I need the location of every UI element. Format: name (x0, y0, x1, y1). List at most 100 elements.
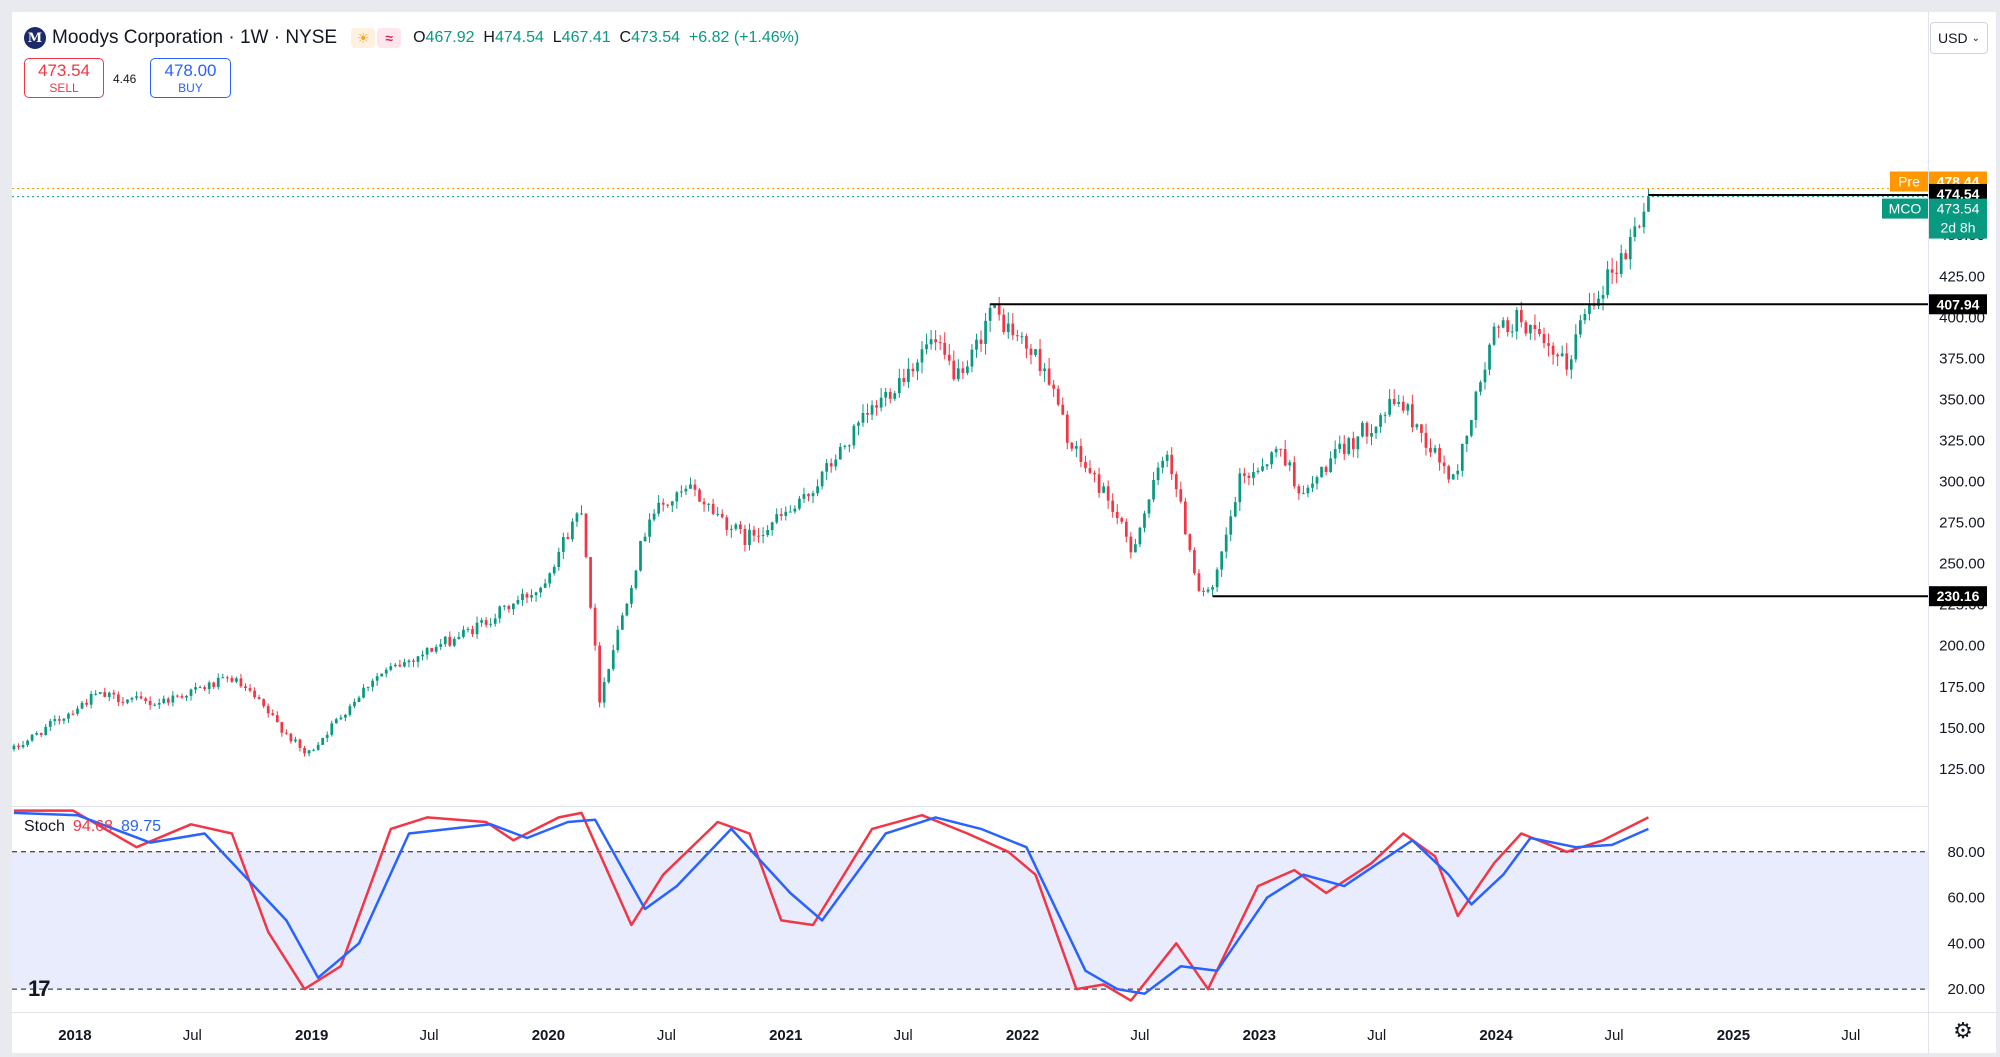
candle-body[interactable] (870, 405, 874, 415)
candle-body[interactable] (1161, 460, 1164, 468)
candle-body[interactable] (121, 701, 125, 703)
candle-body[interactable] (457, 636, 461, 639)
candle-body[interactable] (725, 517, 729, 530)
candle-body[interactable] (1506, 320, 1510, 333)
candle-body[interactable] (62, 718, 66, 721)
candle-body[interactable] (670, 501, 674, 506)
candle-body[interactable] (298, 739, 302, 748)
candle-body[interactable] (693, 484, 697, 490)
candle-body[interactable] (230, 678, 234, 682)
candle-body[interactable] (403, 662, 406, 667)
candle-body[interactable] (589, 557, 592, 608)
candle-body[interactable] (1397, 401, 1401, 404)
candle-body[interactable] (1519, 310, 1523, 323)
candle-body[interactable] (1252, 472, 1255, 478)
candle-body[interactable] (239, 678, 243, 687)
candle-body[interactable] (711, 503, 715, 515)
candle-body[interactable] (1134, 544, 1137, 553)
candle-body[interactable] (139, 696, 143, 699)
candle-body[interactable] (1447, 466, 1451, 480)
candle-body[interactable] (947, 354, 951, 361)
candle-body[interactable] (1224, 534, 1228, 552)
candle-body[interactable] (816, 486, 819, 494)
candle-body[interactable] (1147, 499, 1151, 514)
candle-body[interactable] (1029, 348, 1033, 355)
candle-body[interactable] (144, 698, 147, 701)
candle-body[interactable] (1538, 328, 1541, 335)
candle-body[interactable] (1111, 500, 1115, 512)
candle-body[interactable] (157, 702, 161, 705)
candle-body[interactable] (1115, 511, 1119, 519)
candle-body[interactable] (893, 393, 897, 399)
candle-body[interactable] (1183, 501, 1187, 535)
candle-body[interactable] (620, 615, 624, 630)
market-hours-icon[interactable]: ☀ (351, 28, 376, 48)
candle-body[interactable] (1088, 468, 1092, 473)
candle-body[interactable] (598, 645, 602, 703)
candle-body[interactable] (1565, 353, 1569, 370)
candle-body[interactable] (661, 502, 665, 505)
candle-body[interactable] (702, 501, 706, 505)
candle-body[interactable] (76, 708, 79, 714)
candle-body[interactable] (1261, 466, 1264, 471)
candle-body[interactable] (843, 445, 847, 447)
candle-body[interactable] (1510, 331, 1514, 333)
candle-body[interactable] (1156, 467, 1160, 481)
candle-body[interactable] (1270, 452, 1273, 465)
candle-body[interactable] (1392, 399, 1396, 404)
candle-body[interactable] (1479, 382, 1482, 392)
candle-body[interactable] (130, 697, 134, 700)
candle-body[interactable] (271, 713, 275, 716)
candle-body[interactable] (657, 502, 661, 514)
candle-body[interactable] (1401, 401, 1405, 411)
candle-body[interactable] (1297, 486, 1301, 494)
candle-body[interactable] (12, 745, 16, 750)
candle-body[interactable] (530, 595, 533, 598)
candle-body[interactable] (280, 722, 284, 733)
candle-body[interactable] (1202, 590, 1205, 592)
candle-body[interactable] (639, 540, 642, 571)
candle-body[interactable] (1338, 443, 1342, 450)
candle-body[interactable] (1256, 470, 1260, 473)
candle-body[interactable] (107, 692, 111, 697)
candle-body[interactable] (788, 511, 792, 513)
candle-body[interactable] (1206, 589, 1210, 592)
candle-body[interactable] (1279, 448, 1283, 450)
candle-body[interactable] (807, 494, 810, 497)
candle-body[interactable] (1642, 211, 1646, 228)
candle-body[interactable] (1347, 438, 1351, 454)
candle-body[interactable] (1524, 322, 1528, 334)
candle-body[interactable] (53, 719, 57, 722)
candle-body[interactable] (521, 593, 524, 600)
candle-body[interactable] (1578, 320, 1582, 335)
candle-body[interactable] (307, 750, 311, 754)
candle-body[interactable] (966, 366, 969, 373)
candle-body[interactable] (752, 529, 756, 536)
candle-body[interactable] (548, 573, 552, 584)
candle-body[interactable] (176, 695, 179, 697)
candle-body[interactable] (416, 656, 420, 662)
candle-body[interactable] (561, 537, 565, 552)
candle-body[interactable] (1306, 487, 1310, 494)
candle-body[interactable] (1420, 424, 1423, 433)
candle-body[interactable] (666, 504, 670, 506)
candle-body[interactable] (316, 744, 320, 750)
candle-body[interactable] (575, 513, 579, 522)
candle-body[interactable] (357, 697, 361, 702)
candle-body[interactable] (607, 669, 611, 683)
candle-body[interactable] (1011, 323, 1015, 336)
candle-body[interactable] (180, 696, 184, 698)
candle-body[interactable] (216, 677, 220, 687)
candle-body[interactable] (970, 349, 974, 367)
candle-body[interactable] (1193, 550, 1196, 574)
candle-body[interactable] (857, 422, 860, 426)
candle-body[interactable] (153, 704, 157, 706)
candle-body[interactable] (1302, 493, 1305, 495)
candle-body[interactable] (1020, 336, 1024, 338)
candle-body[interactable] (1474, 391, 1478, 420)
candle-body[interactable] (1220, 551, 1224, 570)
candle-body[interactable] (1610, 269, 1614, 273)
candle-body[interactable] (185, 695, 188, 698)
candle-body[interactable] (580, 513, 583, 515)
